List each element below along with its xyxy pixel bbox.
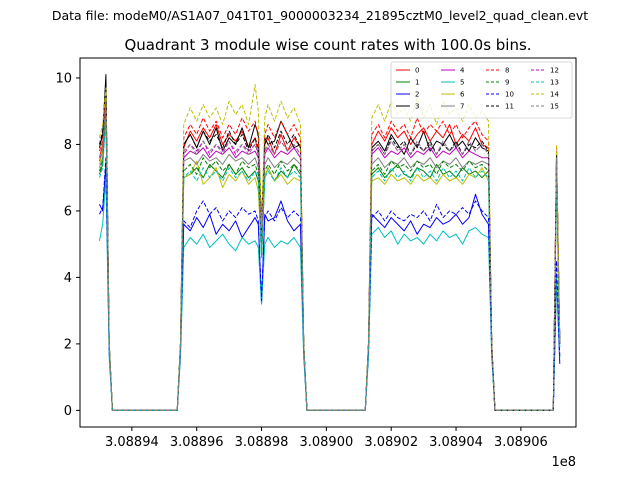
x-axis: 3.08894 3.08896 3.08898 3.08900 3.08902 3.089… — [105, 427, 548, 450]
plot-frame — [79, 57, 577, 428]
legend-label-13: 13 — [550, 79, 559, 87]
legend-box — [390, 61, 573, 119]
x-tick-label: 3.08902 — [364, 435, 418, 450]
legend-label-10: 10 — [505, 91, 514, 99]
x-tick-label: 3.08894 — [105, 435, 159, 450]
figure-suptitle: Data file: modeM0/AS1A07_041T01_90000032… — [52, 8, 588, 23]
legend-label-9: 9 — [505, 79, 509, 87]
series-line-3 — [98, 74, 561, 411]
y-tick-label: 0 — [64, 404, 72, 419]
y-axis: 0 2 4 6 8 10 — [55, 71, 80, 419]
y-tick-label: 2 — [64, 337, 72, 352]
legend-label-3: 3 — [415, 103, 419, 111]
legend-label-4: 4 — [460, 67, 465, 75]
legend-label-12: 12 — [550, 67, 559, 75]
x-tick-label: 3.08896 — [170, 435, 224, 450]
legend-label-1: 1 — [415, 79, 419, 87]
y-tick-label: 10 — [55, 71, 72, 86]
x-tick-label: 3.08906 — [494, 435, 548, 450]
plot-lines — [98, 74, 561, 411]
series-line-15 — [98, 100, 561, 411]
series-line-14 — [98, 84, 561, 411]
legend-label-2: 2 — [415, 91, 419, 99]
y-tick-label: 6 — [64, 204, 72, 219]
y-tick-label: 8 — [64, 138, 72, 153]
chart-title: Quadrant 3 module wise count rates with … — [124, 36, 531, 54]
legend-label-8: 8 — [505, 67, 509, 75]
legend-label-6: 6 — [460, 91, 465, 99]
legend-label-5: 5 — [460, 79, 464, 87]
legend-label-7: 7 — [460, 103, 464, 111]
x-tick-label: 3.08898 — [235, 435, 289, 450]
legend-label-14: 14 — [550, 91, 559, 99]
series-line-11 — [98, 80, 561, 411]
y-tick-label: 4 — [64, 271, 72, 286]
legend-label-11: 11 — [505, 103, 514, 111]
legend-label-0: 0 — [415, 67, 419, 75]
series-line-13 — [98, 117, 561, 411]
x-tick-label: 3.08900 — [299, 435, 353, 450]
legend-label-15: 15 — [550, 103, 559, 111]
x-tick-label: 3.08904 — [429, 435, 483, 450]
x-offset-label: 1e8 — [551, 455, 576, 470]
series-line-12 — [98, 97, 561, 411]
